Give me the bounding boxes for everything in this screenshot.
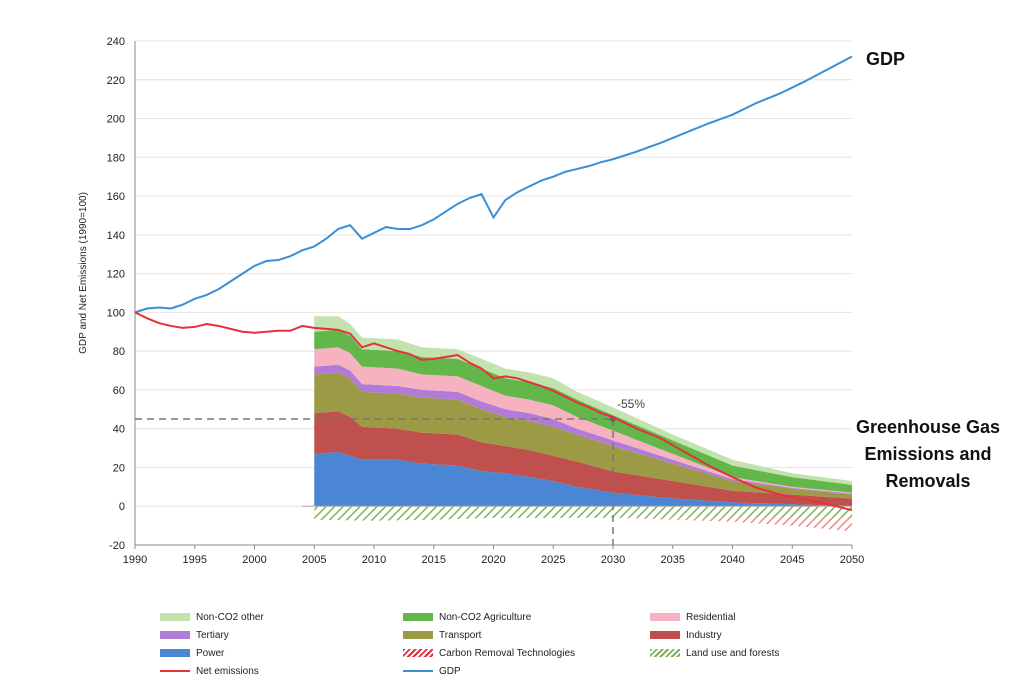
y-tick-label: 180 [107,152,125,164]
reduction-annotation: -55% [617,397,645,411]
x-tick-label: 2050 [840,554,864,566]
legend-item: Tertiary [160,628,229,642]
legend-swatch [160,613,190,621]
x-tick-label: 2025 [541,554,565,566]
area-transport [314,372,852,499]
legend-label: Transport [439,629,482,641]
x-tick-label: 2005 [302,554,326,566]
ghg-annotation-line: Emissions and [864,444,991,464]
legend-label: Non-CO2 Agriculture [439,611,532,623]
y-tick-label: -20 [109,540,125,552]
x-tick-label: 1995 [183,554,207,566]
area-carbon-removal-technologies [613,517,852,532]
axes [134,41,853,549]
legend-label: Net emissions [196,665,259,677]
area-non-co2-agriculture [314,329,852,493]
legend-swatch [403,613,433,621]
legend-label: Power [196,647,225,659]
y-tick-label: 220 [107,75,125,87]
legend-item: Power [160,646,224,660]
annotations: GDP Greenhouse Gas Emissions and Removals -5… [617,49,1000,491]
y-tick-label: 40 [113,424,125,436]
y-tick-label: 60 [113,385,125,397]
series-lines [134,55,853,512]
legend-label: Tertiary [196,629,229,641]
ghg-annotation-line: Greenhouse Gas [856,417,1000,437]
x-tick-label: 2020 [481,554,505,566]
x-tick-label: 2040 [720,554,744,566]
legend-label: Industry [686,629,722,641]
legend-item: Land use and forests [650,646,779,660]
legend-swatch [160,670,190,672]
legend-swatch [160,631,190,639]
removal-areas [314,506,852,532]
line-gdp [134,55,853,314]
y-tick-label: 100 [107,307,125,319]
legend-item: Non-CO2 other [160,610,264,624]
legend-label: Non-CO2 other [196,611,264,623]
legend-swatch [650,631,680,639]
y-tick-label: 120 [107,269,125,281]
y-tick-label: 160 [107,191,125,203]
line-net-emissions [134,311,853,512]
y-tick-label: 80 [113,346,125,358]
area-non-co2-other [314,316,852,485]
stacked-areas [314,316,852,507]
ghg-annotation-line: Removals [885,471,970,491]
legend-item: Net emissions [160,664,259,678]
x-tick-label: 2030 [601,554,625,566]
emissions-gdp-chart: -200204060801001201401601802002202401990… [78,36,1000,566]
gdp-annotation: GDP [866,49,905,69]
area-residential [314,347,852,494]
area-industry [314,411,852,507]
x-tick-label: 2045 [780,554,804,566]
y-tick-label: 140 [107,230,125,242]
x-tick-label: 2015 [422,554,446,566]
legend-item: Carbon Removal Technologies [403,646,575,660]
legend-item: Non-CO2 Agriculture [403,610,531,624]
legend-item: Transport [403,628,481,642]
legend-label: Residential [686,611,736,623]
legend-swatch [650,613,680,621]
x-tick-label: 2035 [661,554,685,566]
legend-item: Industry [650,628,722,642]
y-axis-label: GDP and Net Emissions (1990=100) [78,192,89,354]
y-tick-label: 0 [119,501,125,513]
area-land-use-and-forests [314,506,852,521]
legend-swatch [650,649,680,657]
area-tertiary [314,364,852,495]
y-tick-label: 200 [107,114,125,126]
y-tick-label: 20 [113,462,125,474]
legend-swatch [160,649,190,657]
legend-item: Residential [650,610,735,624]
x-tick-label: 2000 [242,554,266,566]
legend-label: GDP [439,665,461,677]
legend-label: Carbon Removal Technologies [439,647,576,659]
x-tick-label: 1990 [123,554,147,566]
legend-swatch [403,649,433,657]
area-power [314,451,852,507]
y-tick-label: 240 [107,36,125,48]
legend-swatch [403,670,433,672]
legend-label: Land use and forests [686,647,780,659]
legend-item: GDP [403,664,461,678]
x-tick-label: 2010 [362,554,386,566]
axis-labels: -200204060801001201401601802002202401990… [78,36,864,566]
legend-swatch [403,631,433,639]
